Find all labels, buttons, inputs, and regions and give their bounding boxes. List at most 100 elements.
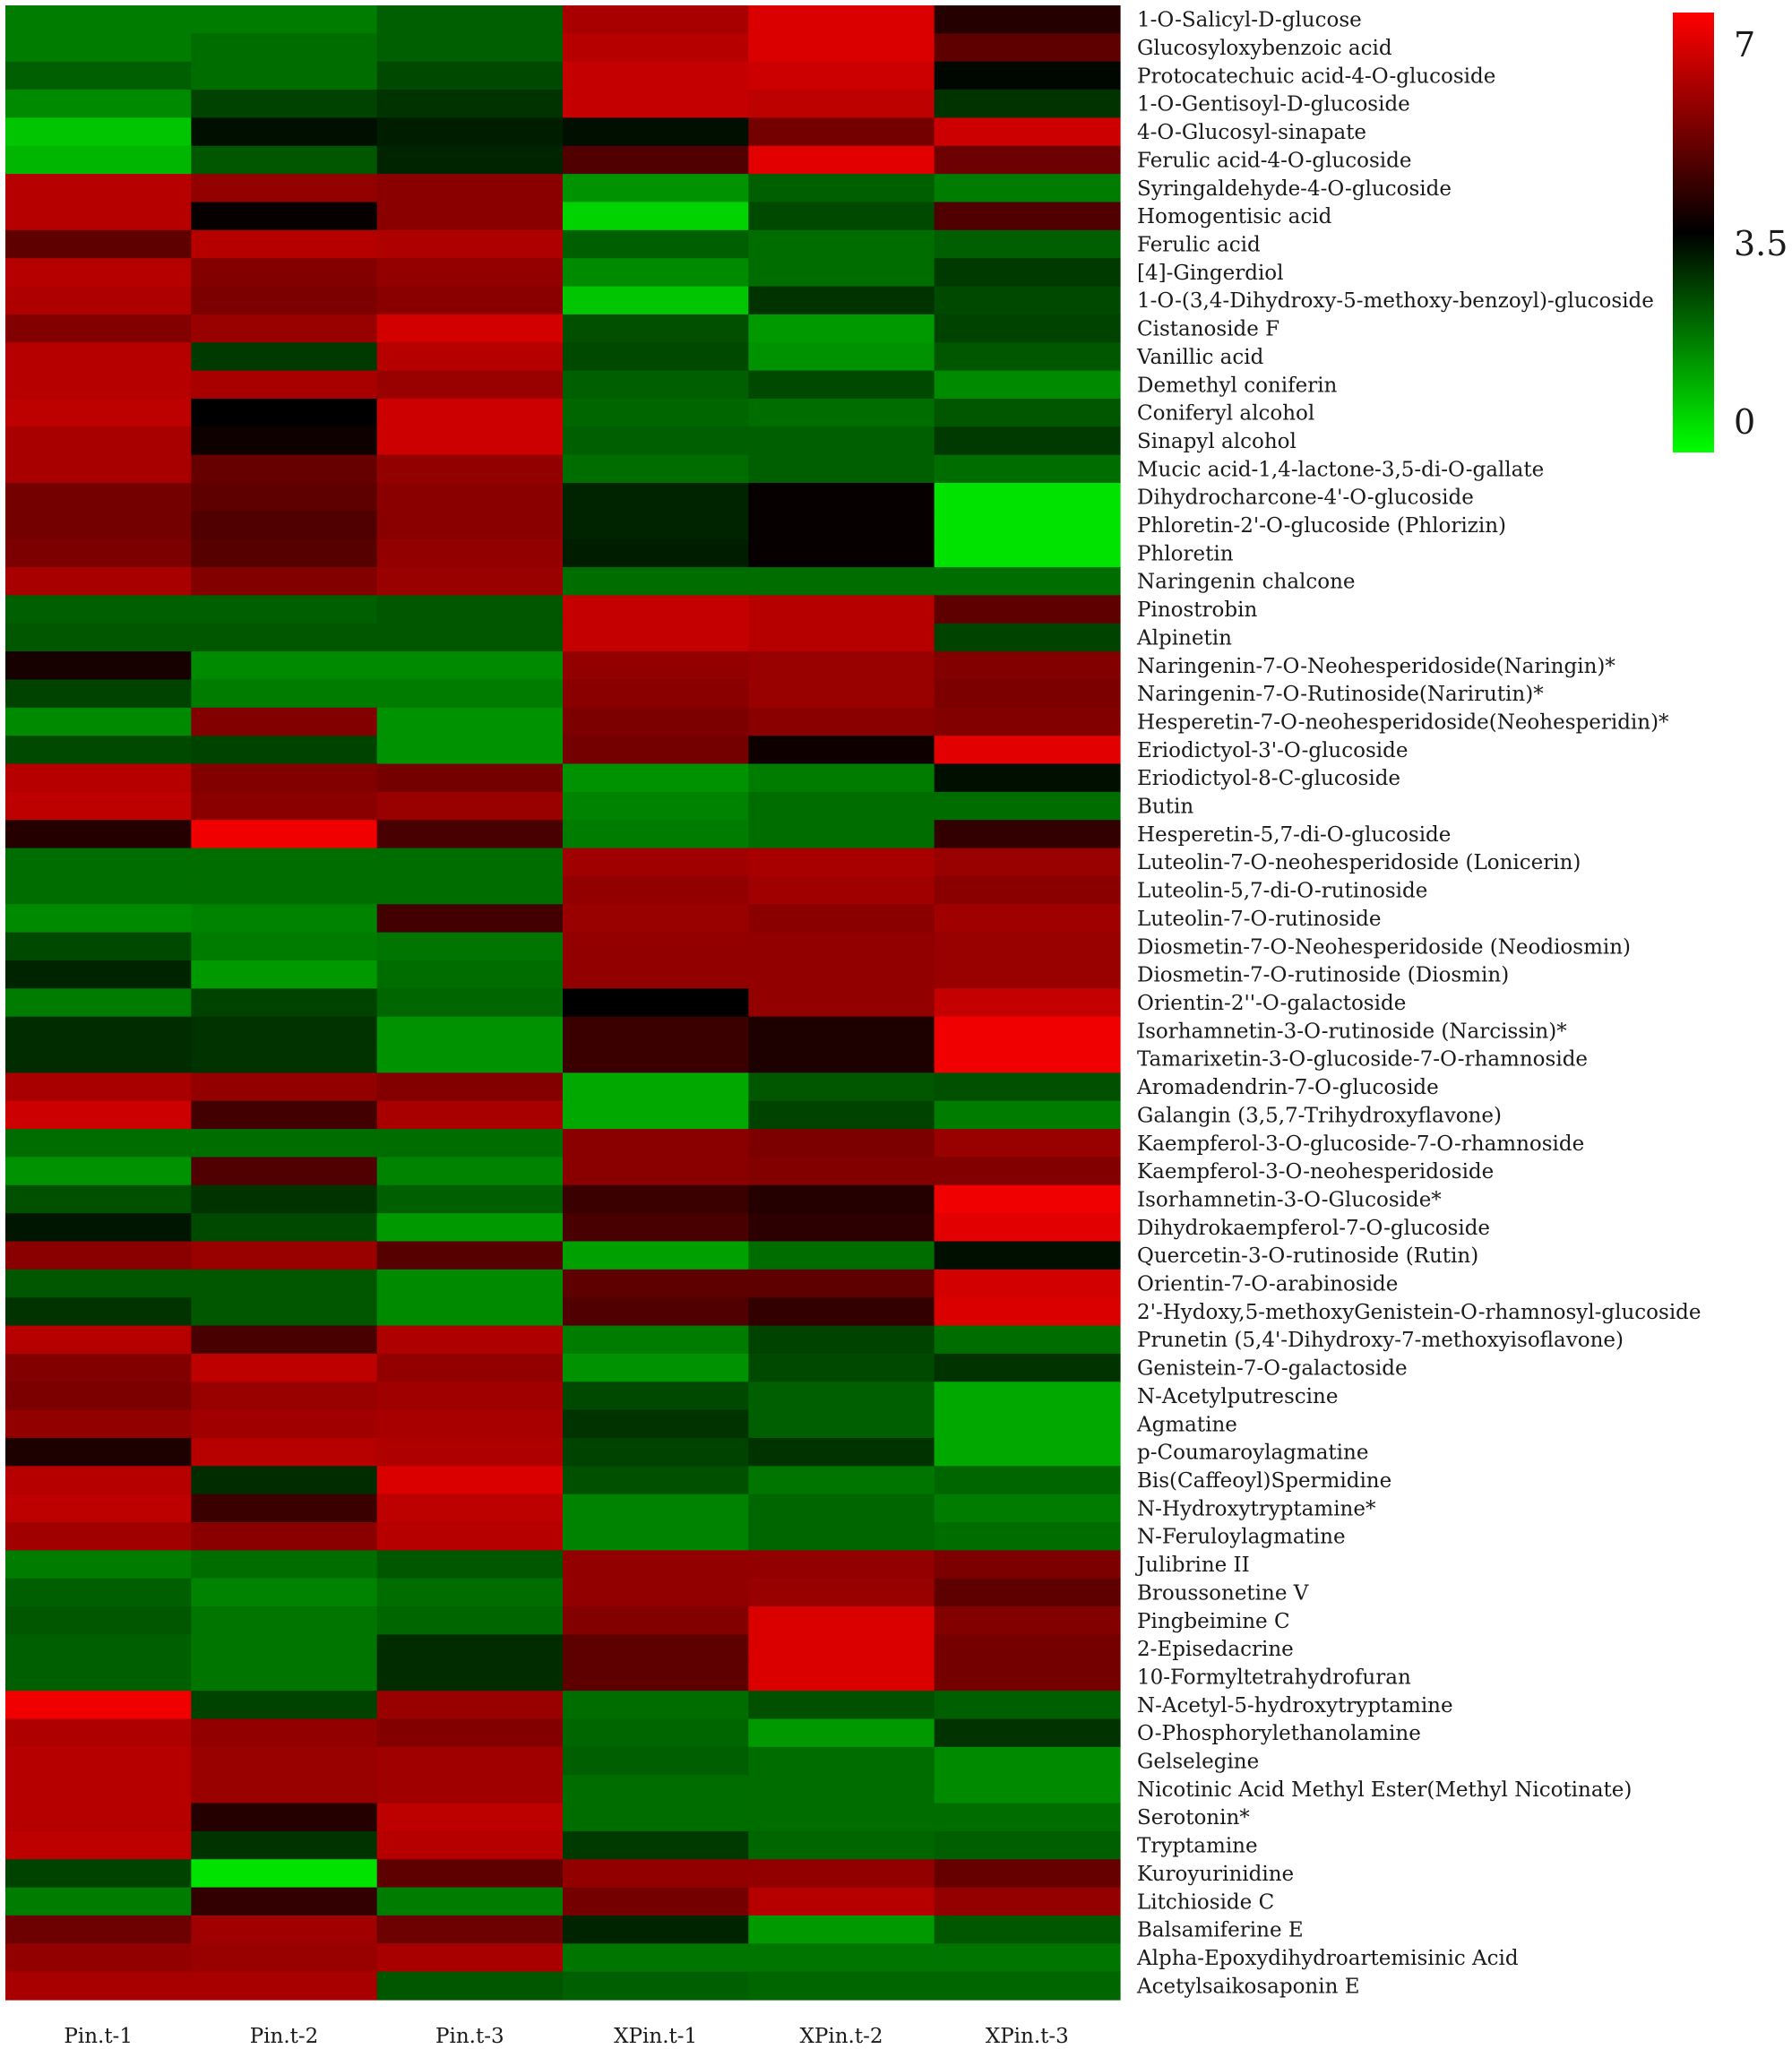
heatmap-cell bbox=[748, 1157, 935, 1186]
heatmap-cell bbox=[5, 1072, 192, 1102]
row-label: Vanillic acid bbox=[1136, 346, 1264, 369]
heatmap-cell bbox=[563, 875, 749, 905]
heatmap-cell bbox=[563, 1241, 749, 1270]
heatmap-cell bbox=[563, 1072, 749, 1102]
heatmap-cell bbox=[934, 651, 1121, 681]
heatmap-cell bbox=[191, 932, 378, 961]
heatmap-cell bbox=[191, 1943, 378, 1973]
heatmap-cell bbox=[376, 370, 564, 400]
heatmap-cell bbox=[748, 1691, 935, 1720]
heatmap-cell bbox=[5, 1887, 192, 1916]
row-label: Kaempferol-3-O-glucoside-7-O-rhamnoside bbox=[1137, 1132, 1584, 1156]
heatmap-cell bbox=[5, 1269, 192, 1298]
heatmap-cell bbox=[376, 286, 564, 315]
heatmap-cell bbox=[191, 567, 378, 596]
heatmap-cell bbox=[376, 1072, 564, 1102]
heatmap-cell bbox=[748, 1353, 935, 1382]
heatmap-cell bbox=[748, 1072, 935, 1102]
heatmap-cell bbox=[5, 1971, 192, 2001]
heatmap-cell bbox=[934, 1325, 1121, 1355]
heatmap-cell bbox=[191, 370, 378, 400]
heatmap-cell bbox=[376, 511, 564, 540]
heatmap-cell bbox=[5, 1016, 192, 1046]
heatmap-cell bbox=[934, 1494, 1121, 1523]
heatmap-cell bbox=[376, 1241, 564, 1270]
heatmap-cell bbox=[934, 538, 1121, 568]
column-label: Pin.t-2 bbox=[250, 2025, 319, 2048]
row-label: N-Feruloylagmatine bbox=[1137, 1526, 1346, 1549]
row-label: [4]-Gingerdiol bbox=[1137, 262, 1284, 285]
heatmap-cell bbox=[5, 1522, 192, 1551]
heatmap-cell bbox=[5, 117, 192, 147]
heatmap-cell bbox=[563, 1382, 749, 1411]
heatmap-cell bbox=[934, 1157, 1121, 1186]
heatmap-cell bbox=[563, 791, 749, 821]
heatmap-cell bbox=[748, 1466, 935, 1495]
heatmap-cell bbox=[748, 1606, 935, 1636]
row-label: Ferulic acid bbox=[1137, 233, 1261, 256]
heatmap-cell bbox=[748, 1915, 935, 1944]
heatmap-cell bbox=[563, 932, 749, 961]
heatmap-cell bbox=[934, 229, 1121, 259]
row-label: Syringaldehyde-4-O-glucoside bbox=[1137, 177, 1452, 201]
heatmap-cell bbox=[748, 1382, 935, 1411]
heatmap-cell bbox=[563, 229, 749, 259]
heatmap-cell bbox=[376, 875, 564, 905]
heatmap-cell bbox=[563, 1409, 749, 1439]
heatmap-cell bbox=[563, 1718, 749, 1748]
heatmap-cell bbox=[748, 1718, 935, 1748]
heatmap-cell bbox=[748, 1943, 935, 1973]
heatmap-cell bbox=[5, 1241, 192, 1270]
heatmap-cell bbox=[5, 932, 192, 961]
row-label: Tryptamine bbox=[1137, 1835, 1258, 1858]
heatmap-cell bbox=[191, 1494, 378, 1523]
heatmap-cell bbox=[191, 229, 378, 259]
heatmap-cell bbox=[376, 820, 564, 849]
heatmap-cell bbox=[5, 848, 192, 877]
row-label: Eriodictyol-3'-O-glucoside bbox=[1137, 739, 1408, 762]
row-label: Diosmetin-7-O-Neohesperidoside (Neodiosm… bbox=[1137, 935, 1631, 959]
heatmap-cell bbox=[934, 1943, 1121, 1973]
heatmap-cell bbox=[5, 651, 192, 681]
heatmap-cell bbox=[191, 848, 378, 877]
heatmap-cell bbox=[563, 117, 749, 147]
heatmap-cell bbox=[934, 342, 1121, 372]
heatmap-cell bbox=[5, 202, 192, 231]
heatmap-cell bbox=[5, 61, 192, 90]
colorbar-tick-max: 7 bbox=[1734, 25, 1755, 65]
heatmap-cell bbox=[563, 61, 749, 90]
heatmap-cell bbox=[5, 1325, 192, 1355]
heatmap-cell bbox=[376, 1129, 564, 1158]
row-label: p-Coumaroylagmatine bbox=[1137, 1442, 1368, 1465]
heatmap-cell bbox=[563, 1859, 749, 1889]
heatmap-cell bbox=[5, 342, 192, 372]
heatmap-cell bbox=[5, 1494, 192, 1523]
heatmap-cell bbox=[563, 988, 749, 1018]
heatmap-cell bbox=[934, 1269, 1121, 1298]
heatmap-cell bbox=[191, 286, 378, 315]
row-label: Dihydrokaempferol-7-O-glucoside bbox=[1137, 1217, 1490, 1240]
heatmap-cell bbox=[5, 370, 192, 400]
heatmap-cell bbox=[748, 1409, 935, 1439]
heatmap-cell bbox=[376, 1437, 564, 1467]
heatmap-cell bbox=[563, 1915, 749, 1944]
heatmap-cell bbox=[191, 679, 378, 709]
heatmap-cell bbox=[376, 90, 564, 119]
heatmap-cell bbox=[191, 820, 378, 849]
heatmap-cell bbox=[934, 1129, 1121, 1158]
heatmap-cell bbox=[563, 1522, 749, 1551]
heatmap-cell bbox=[748, 1662, 935, 1692]
heatmap-cell bbox=[563, 1269, 749, 1298]
heatmap-cell bbox=[5, 1409, 192, 1439]
heatmap-cell bbox=[5, 707, 192, 736]
heatmap-cell bbox=[563, 960, 749, 989]
heatmap-cell bbox=[934, 286, 1121, 315]
heatmap-cell bbox=[934, 1016, 1121, 1046]
row-label: Agmatine bbox=[1136, 1413, 1237, 1436]
heatmap-cell bbox=[5, 1691, 192, 1720]
heatmap-cell bbox=[934, 117, 1121, 147]
row-label: Isorhamnetin-3-O-Glucoside* bbox=[1137, 1188, 1442, 1211]
heatmap-cell bbox=[563, 145, 749, 175]
colorbar-gradient bbox=[1673, 13, 1714, 452]
heatmap-cell bbox=[934, 848, 1121, 877]
